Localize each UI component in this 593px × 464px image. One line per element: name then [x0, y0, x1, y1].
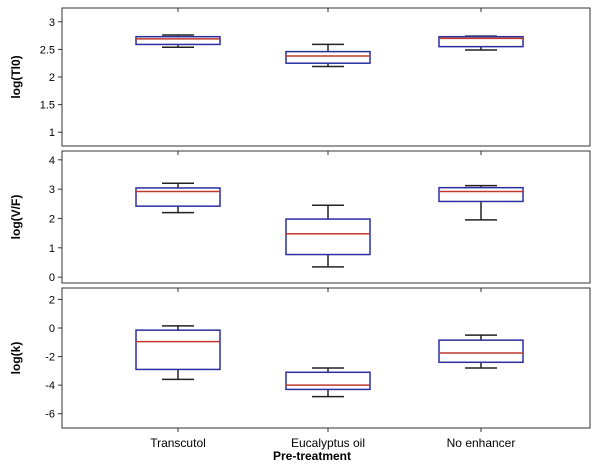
- y-tick-label: -2: [45, 352, 55, 364]
- y-tick-label: 0: [49, 272, 55, 284]
- y-axis-title: log(k): [9, 342, 23, 375]
- x-axis-title: Pre-treatment: [273, 449, 351, 463]
- iqr-box: [285, 218, 371, 256]
- y-tick-label: 2: [49, 294, 55, 306]
- panel-frame: [61, 150, 591, 284]
- iqr-box: [135, 35, 221, 46]
- box-transcutol: [135, 34, 221, 48]
- box-no-enhancer: [438, 184, 524, 221]
- box-no-enhancer: [438, 35, 524, 51]
- iqr-box: [135, 329, 221, 371]
- box-eucalyptus-oil: [285, 204, 371, 268]
- y-tick-label: 3: [49, 17, 55, 29]
- y-tick-label: -6: [45, 409, 55, 421]
- x-axis: Transcutol Eucalyptus oil No enhancer: [150, 428, 515, 450]
- iqr-box: [285, 371, 371, 391]
- y-tick-label: -4: [45, 380, 55, 392]
- panel-1: 1 1.5 2 2.5 3 log(Tl0): [9, 7, 591, 147]
- y-tick-label: 1.5: [40, 100, 55, 112]
- panel-frame: [61, 287, 591, 429]
- iqr-box: [135, 187, 221, 207]
- box-transcutol: [135, 182, 221, 214]
- panels: 1 1.5 2 2.5 3 log(Tl0) 0 1 2 3 4 log(V/F) -6 -4 -2 0 2 lo…: [9, 7, 591, 429]
- y-tick-label: 1: [49, 243, 55, 255]
- y-axis-title: log(V/F): [9, 195, 23, 240]
- y-tick-label: 2.5: [40, 44, 55, 56]
- box-eucalyptus-oil: [285, 367, 371, 398]
- box-transcutol: [135, 325, 221, 381]
- y-tick-label: 1: [49, 127, 55, 139]
- y-tick-label: 2: [49, 72, 55, 84]
- x-tick-label: Transcutol: [150, 436, 206, 450]
- y-tick-label: 0: [49, 323, 55, 335]
- box-eucalyptus-oil: [285, 43, 371, 68]
- y-tick-label: 2: [49, 213, 55, 225]
- x-tick-label: No enhancer: [447, 436, 516, 450]
- iqr-box: [285, 50, 371, 64]
- panel-3: -6 -4 -2 0 2 log(k): [9, 287, 591, 429]
- x-tick-label: Eucalyptus oil: [291, 436, 365, 450]
- y-tick-label: 4: [49, 155, 55, 167]
- iqr-box: [438, 339, 524, 364]
- panel-2: 0 1 2 3 4 log(V/F): [9, 150, 591, 284]
- y-axis-title: log(Tl0): [9, 55, 23, 98]
- iqr-box: [438, 186, 524, 203]
- iqr-box: [438, 35, 524, 48]
- box-no-enhancer: [438, 334, 524, 369]
- y-tick-label: 3: [49, 184, 55, 196]
- panel-frame: [61, 7, 591, 147]
